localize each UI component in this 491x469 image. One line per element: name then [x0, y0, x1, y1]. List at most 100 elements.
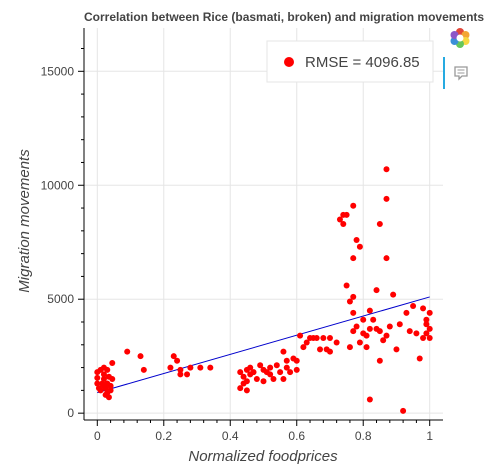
data-point [383, 332, 390, 339]
toolbar [443, 28, 470, 89]
data-point [207, 364, 214, 371]
data-point [350, 328, 357, 335]
data-point [313, 334, 320, 341]
bokeh-logo-icon[interactable] [450, 28, 470, 48]
data-point [237, 385, 244, 392]
x-tick-label: 0.8 [355, 429, 372, 443]
data-point [393, 346, 400, 353]
data-point [426, 325, 433, 332]
hover-tool-icon[interactable] [454, 66, 468, 81]
data-point [353, 236, 360, 243]
x-tick-label: 0.2 [155, 429, 172, 443]
data-point [350, 202, 357, 209]
data-point [107, 387, 114, 394]
data-point [283, 364, 290, 371]
data-point [257, 362, 264, 369]
data-point [243, 378, 250, 385]
regression-line [97, 296, 430, 394]
data-point [250, 369, 257, 376]
grid-lines [84, 28, 443, 420]
data-point [413, 330, 420, 337]
data-point [293, 357, 300, 364]
data-point [363, 332, 370, 339]
data-point [100, 375, 107, 382]
data-point [383, 195, 390, 202]
data-point [343, 282, 350, 289]
data-point [353, 323, 360, 330]
data-point [360, 316, 367, 323]
data-point [373, 287, 380, 294]
data-point [383, 166, 390, 173]
regression-line-group [97, 296, 430, 394]
data-point [420, 305, 427, 312]
data-point [273, 362, 280, 369]
data-point [184, 371, 191, 378]
data-point [390, 291, 397, 298]
data-point [396, 321, 403, 328]
data-point [247, 364, 254, 371]
data-point [333, 339, 340, 346]
data-point [124, 348, 131, 355]
data-point [170, 353, 177, 360]
data-point [376, 357, 383, 364]
data-point [366, 325, 373, 332]
legend-box [266, 40, 434, 83]
data-point [187, 364, 194, 371]
data-point [102, 385, 109, 392]
data-point [386, 323, 393, 330]
data-point [240, 373, 247, 380]
data-point [109, 375, 116, 382]
data-point [420, 334, 427, 341]
x-axis-label: Normalized foodprices [188, 448, 338, 465]
data-point [326, 348, 333, 355]
y-tick-label: 5000 [47, 292, 74, 306]
data-point [400, 407, 407, 414]
data-point [243, 387, 250, 394]
legend-marker [284, 57, 294, 67]
data-point [380, 337, 387, 344]
data-point [336, 216, 343, 223]
data-point [104, 366, 111, 373]
data-point [287, 369, 294, 376]
data-point [107, 382, 114, 389]
data-point [350, 255, 357, 262]
data-point [317, 346, 324, 353]
data-point [303, 339, 310, 346]
legend: RMSE = 4096.85 [266, 40, 434, 83]
data-point [356, 243, 363, 250]
data-point [383, 255, 390, 262]
data-point [423, 316, 430, 323]
data-point [177, 366, 184, 373]
data-point [197, 364, 204, 371]
data-point [340, 221, 347, 227]
data-point [416, 355, 423, 362]
data-point [260, 378, 267, 385]
x-tick-label: 1 [426, 429, 433, 443]
data-point [253, 375, 260, 382]
data-point [343, 211, 350, 218]
toolbar-active-indicator [443, 57, 445, 89]
legend-label: RMSE = 4096.85 [305, 54, 420, 71]
data-point [370, 316, 377, 323]
data-point [346, 298, 353, 305]
data-point [267, 364, 274, 371]
data-point [423, 321, 430, 328]
y-tick-label: 15000 [41, 64, 75, 78]
data-point [320, 334, 327, 341]
data-point [167, 364, 174, 371]
data-point [376, 328, 383, 335]
data-point [270, 375, 277, 382]
data-point [177, 371, 184, 378]
data-point [280, 375, 287, 382]
data-point [406, 328, 413, 335]
data-points [94, 43, 433, 414]
data-point [174, 357, 181, 364]
data-point [137, 353, 144, 360]
data-point [97, 387, 104, 394]
data-point [326, 334, 333, 341]
data-point [283, 357, 290, 364]
y-tick-label: 10000 [41, 178, 75, 192]
data-point [366, 396, 373, 403]
data-point [140, 366, 147, 373]
